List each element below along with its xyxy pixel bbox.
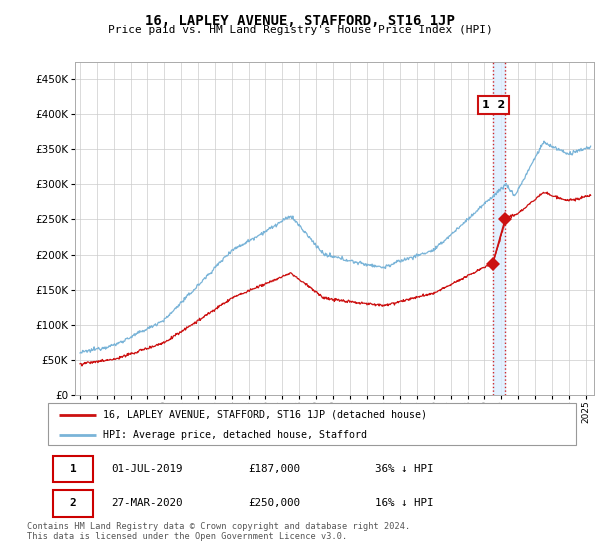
- Text: 01-JUL-2019: 01-JUL-2019: [112, 464, 183, 474]
- Text: 16% ↓ HPI: 16% ↓ HPI: [376, 498, 434, 508]
- Bar: [53, 455, 93, 482]
- Text: £250,000: £250,000: [248, 498, 301, 508]
- Text: 16, LAPLEY AVENUE, STAFFORD, ST16 1JP (detached house): 16, LAPLEY AVENUE, STAFFORD, ST16 1JP (d…: [103, 410, 427, 420]
- Text: 2: 2: [70, 498, 76, 508]
- Bar: [493, 62, 505, 395]
- Bar: [53, 490, 93, 517]
- Text: 27-MAR-2020: 27-MAR-2020: [112, 498, 183, 508]
- Text: Price paid vs. HM Land Registry's House Price Index (HPI): Price paid vs. HM Land Registry's House …: [107, 25, 493, 35]
- Text: 36% ↓ HPI: 36% ↓ HPI: [376, 464, 434, 474]
- Text: 1: 1: [70, 464, 76, 474]
- Text: Contains HM Land Registry data © Crown copyright and database right 2024.
This d: Contains HM Land Registry data © Crown c…: [27, 522, 410, 542]
- Text: £187,000: £187,000: [248, 464, 301, 474]
- Text: 16, LAPLEY AVENUE, STAFFORD, ST16 1JP: 16, LAPLEY AVENUE, STAFFORD, ST16 1JP: [145, 14, 455, 28]
- Text: HPI: Average price, detached house, Stafford: HPI: Average price, detached house, Staf…: [103, 430, 367, 440]
- Text: 1  2: 1 2: [482, 100, 506, 110]
